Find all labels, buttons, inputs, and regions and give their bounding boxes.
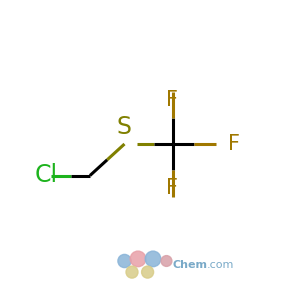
Text: F: F [167,178,178,198]
Circle shape [145,251,161,267]
Text: Chem: Chem [172,260,208,271]
Text: .com: .com [207,260,234,271]
Circle shape [161,256,172,266]
Text: F: F [228,134,240,154]
Circle shape [126,266,138,278]
Circle shape [130,251,146,267]
Circle shape [142,266,154,278]
Text: Cl: Cl [34,164,58,188]
Text: F: F [167,90,178,110]
Circle shape [118,254,131,268]
Text: S: S [117,116,132,140]
